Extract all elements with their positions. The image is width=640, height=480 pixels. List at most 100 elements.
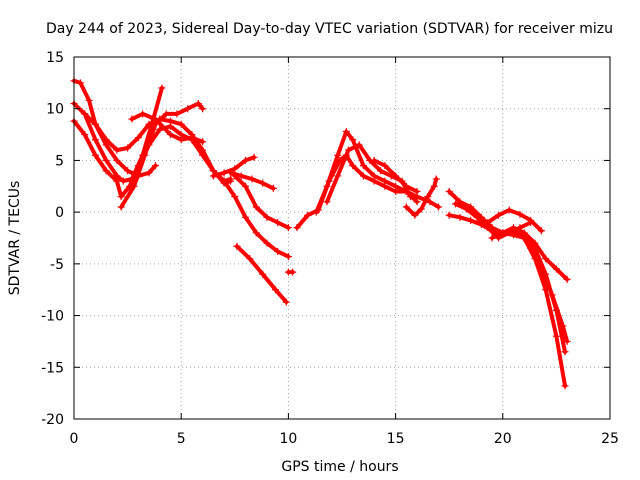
- chart-title: Day 244 of 2023, Sidereal Day-to-day VTE…: [46, 21, 613, 37]
- data-point: [284, 253, 292, 261]
- data-point: [413, 198, 421, 206]
- data-series-group: [70, 77, 571, 390]
- data-point: [377, 167, 385, 175]
- data-point: [250, 153, 258, 161]
- data-point: [456, 213, 464, 221]
- data-point: [359, 162, 367, 170]
- data-point: [134, 134, 142, 142]
- series-line: [232, 173, 291, 230]
- y-tick-label: -10: [41, 309, 64, 325]
- data-point: [293, 224, 301, 232]
- data-point: [344, 146, 352, 154]
- plot-frame: [73, 56, 611, 420]
- data-point: [505, 206, 513, 214]
- data-point: [417, 205, 425, 213]
- data-point: [242, 182, 250, 190]
- data-point: [359, 172, 367, 180]
- data-point: [289, 268, 297, 276]
- y-axis-label: SDTVAR / TECUs: [7, 181, 23, 296]
- data-point: [488, 234, 496, 242]
- data-point: [231, 165, 239, 173]
- data-point: [462, 205, 470, 213]
- data-point: [209, 172, 217, 180]
- data-point: [424, 193, 432, 201]
- data-point: [349, 162, 357, 170]
- data-point: [274, 218, 282, 226]
- y-tick-label: 15: [46, 50, 64, 66]
- data-point: [248, 175, 256, 183]
- data-point: [527, 216, 535, 224]
- series-t10: [231, 172, 292, 232]
- data-point: [370, 172, 378, 180]
- data-point: [91, 136, 99, 144]
- data-point: [355, 141, 363, 149]
- data-point: [259, 179, 267, 187]
- series-t12: [284, 268, 297, 276]
- data-point: [246, 255, 254, 263]
- data-point: [537, 265, 545, 273]
- data-point: [312, 208, 320, 216]
- axis-ticks: 0 5 10 15 20 25 -20 -15 -10 -5 0 5 10 15: [41, 50, 619, 447]
- series-t14: [312, 127, 421, 216]
- data-point: [166, 131, 174, 139]
- data-point: [537, 227, 545, 235]
- series-t17: [402, 175, 440, 219]
- series-t8: [227, 169, 277, 192]
- data-point: [510, 224, 518, 232]
- data-point: [531, 239, 539, 247]
- data-point: [113, 156, 121, 164]
- x-tick-label: 10: [279, 431, 297, 447]
- data-point: [542, 255, 550, 263]
- data-point: [151, 162, 159, 170]
- data-point: [552, 332, 560, 340]
- data-point: [516, 210, 524, 218]
- data-point: [274, 247, 282, 255]
- y-tick-label: -15: [41, 360, 64, 376]
- data-point: [434, 203, 442, 211]
- data-point: [516, 229, 524, 237]
- data-point: [272, 286, 280, 294]
- data-point: [124, 167, 132, 175]
- data-point: [119, 177, 127, 185]
- data-point: [402, 203, 410, 211]
- data-point: [499, 229, 507, 237]
- data-point: [259, 270, 267, 278]
- data-point: [413, 187, 421, 195]
- data-point: [177, 120, 185, 128]
- data-point: [467, 216, 475, 224]
- data-point: [113, 172, 121, 180]
- data-point: [113, 146, 121, 154]
- data-point: [392, 182, 400, 190]
- series-t9: [220, 177, 292, 261]
- data-point: [124, 144, 132, 152]
- data-point: [227, 177, 235, 185]
- data-point: [162, 110, 170, 118]
- x-tick-label: 0: [70, 431, 79, 447]
- data-point: [342, 127, 350, 135]
- data-point: [561, 348, 569, 356]
- data-point: [484, 218, 492, 226]
- data-point: [269, 184, 277, 192]
- data-point: [233, 242, 241, 250]
- series-t16: [370, 156, 421, 195]
- data-point: [252, 229, 260, 237]
- data-point: [81, 110, 89, 118]
- data-point: [452, 200, 460, 208]
- data-point: [231, 172, 239, 180]
- data-point: [411, 211, 419, 219]
- data-point: [117, 193, 125, 201]
- data-point: [559, 322, 567, 330]
- data-point: [194, 100, 202, 108]
- data-point: [381, 162, 389, 170]
- data-point: [263, 239, 271, 247]
- data-point: [430, 182, 438, 190]
- data-point: [139, 110, 147, 118]
- data-point: [220, 169, 228, 177]
- data-point: [242, 156, 250, 164]
- y-tick-label: 10: [46, 102, 64, 118]
- data-point: [220, 177, 228, 185]
- data-point: [563, 275, 571, 283]
- data-point: [552, 265, 560, 273]
- series-t23: [484, 206, 545, 235]
